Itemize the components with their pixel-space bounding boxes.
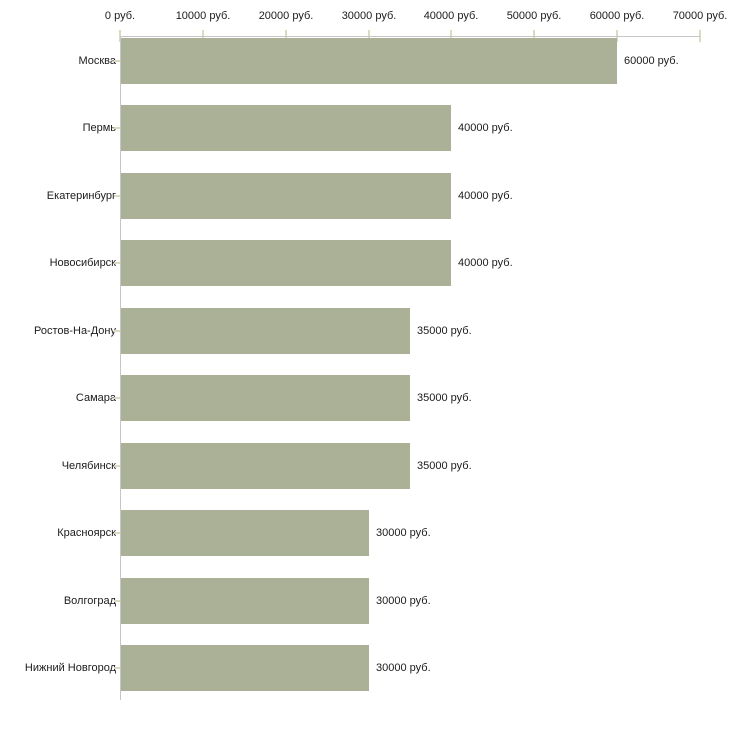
y-axis-tick [114, 667, 120, 669]
y-axis-tick [114, 465, 120, 467]
x-axis-tick-label: 10000 руб. [175, 10, 231, 22]
bar [121, 240, 451, 286]
x-axis-tick-label: 70000 руб. [672, 10, 728, 22]
bar [121, 510, 369, 556]
y-axis-tick [114, 330, 120, 332]
category-label: Пермь [82, 122, 116, 134]
y-axis-tick [114, 600, 120, 602]
y-axis-tick [114, 127, 120, 129]
category-label: Самара [75, 392, 116, 404]
y-axis-tick [114, 195, 120, 197]
value-label: 30000 руб. [376, 527, 431, 539]
x-axis-tick [699, 30, 701, 42]
value-label: 40000 руб. [458, 190, 513, 202]
x-axis-tick-label: 0 руб. [104, 10, 136, 22]
value-label: 35000 руб. [417, 325, 472, 337]
y-axis-tick [114, 397, 120, 399]
category-label: Ростов-На-Дону [33, 325, 116, 337]
bar [121, 38, 617, 84]
bar [121, 645, 369, 691]
bar [121, 375, 410, 421]
category-label: Челябинск [61, 460, 116, 472]
category-label: Красноярск [57, 527, 116, 539]
y-axis-tick [114, 532, 120, 534]
x-axis-line [120, 36, 700, 37]
value-label: 35000 руб. [417, 460, 472, 472]
value-label: 30000 руб. [376, 662, 431, 674]
bar [121, 578, 369, 624]
x-axis-tick-label: 40000 руб. [423, 10, 479, 22]
value-label: 40000 руб. [458, 257, 513, 269]
category-label: Нижний Новгород [24, 662, 116, 674]
x-axis-tick-label: 20000 руб. [258, 10, 314, 22]
value-label: 60000 руб. [624, 55, 679, 67]
y-axis-tick [114, 262, 120, 264]
category-label: Москва [78, 55, 116, 67]
value-label: 40000 руб. [458, 122, 513, 134]
value-label: 30000 руб. [376, 595, 431, 607]
bar [121, 173, 451, 219]
value-label: 35000 руб. [417, 392, 472, 404]
x-axis-tick-label: 50000 руб. [506, 10, 562, 22]
category-label: Новосибирск [49, 257, 116, 269]
x-axis-tick-label: 60000 руб. [589, 10, 645, 22]
y-axis-tick [114, 60, 120, 62]
bar [121, 443, 410, 489]
bar [121, 105, 451, 151]
y-axis-line [120, 36, 121, 700]
x-axis-tick-label: 30000 руб. [341, 10, 397, 22]
bar [121, 308, 410, 354]
category-label: Волгоград [63, 595, 116, 607]
category-label: Екатеринбург [46, 190, 116, 202]
